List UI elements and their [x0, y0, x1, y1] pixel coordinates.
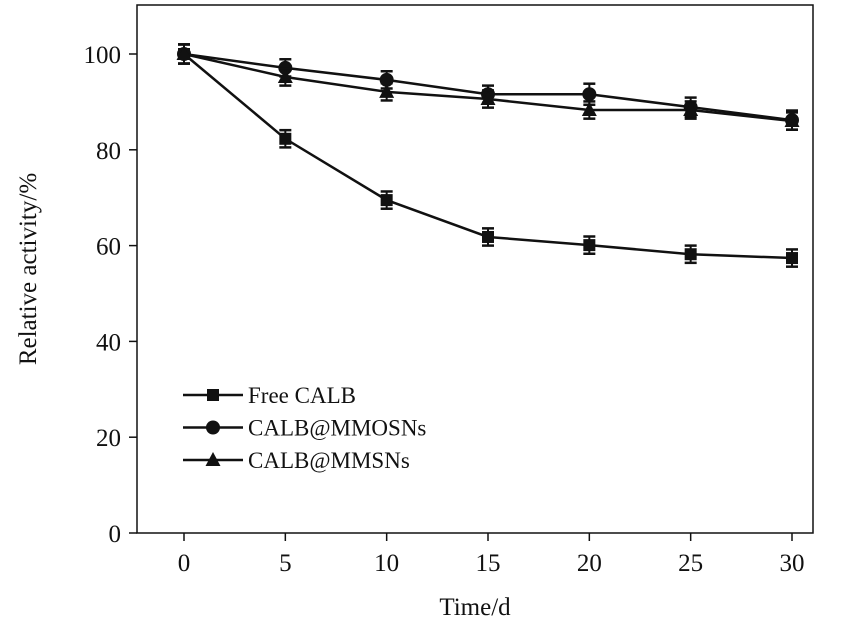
triangle-marker [683, 102, 699, 117]
y-tick-label: 20 [96, 425, 121, 452]
x-tick-label: 5 [279, 550, 292, 577]
circle-marker [206, 420, 220, 435]
triangle-marker [277, 68, 293, 83]
x-tick-label: 30 [780, 550, 805, 577]
y-tick-label: 0 [109, 521, 122, 548]
square-marker [786, 252, 798, 265]
square-marker [684, 248, 697, 261]
circle-marker [582, 87, 597, 102]
y-tick-label: 60 [96, 234, 121, 261]
triangle-marker [784, 113, 800, 128]
square-marker [380, 194, 393, 207]
y-axis-label: Relative activity/% [15, 173, 42, 365]
triangle-marker [379, 83, 395, 98]
square-marker [279, 132, 292, 145]
legend-item: CALB@MMOSNs [183, 416, 426, 441]
legend-item: Free CALB [183, 383, 356, 408]
legend-label: Free CALB [248, 383, 356, 408]
plot-frame [136, 4, 814, 534]
triangle-marker [480, 91, 496, 106]
x-tick-label: 10 [374, 550, 399, 577]
x-tick-label: 0 [178, 550, 191, 577]
legend-label: CALB@MMOSNs [248, 416, 426, 441]
x-tick-label: 20 [577, 550, 602, 577]
square-marker [583, 239, 596, 252]
y-tick-label: 80 [96, 138, 121, 165]
y-tick-label: 40 [96, 329, 121, 356]
x-tick-label: 15 [476, 550, 501, 577]
series-triangle [176, 43, 800, 131]
square-marker [482, 230, 494, 243]
series-square [178, 43, 798, 268]
y-tick-label: 100 [84, 42, 122, 69]
x-tick-label: 25 [678, 550, 703, 577]
square-marker [207, 389, 219, 401]
x-axis-label: Time/d [439, 594, 511, 621]
series-circle [177, 43, 799, 131]
legend-label: CALB@MMSNs [248, 448, 410, 473]
triangle-marker [176, 46, 192, 60]
triangle-marker [581, 102, 597, 117]
legend-item: CALB@MMSNs [183, 448, 410, 473]
triangle-marker [205, 452, 221, 466]
